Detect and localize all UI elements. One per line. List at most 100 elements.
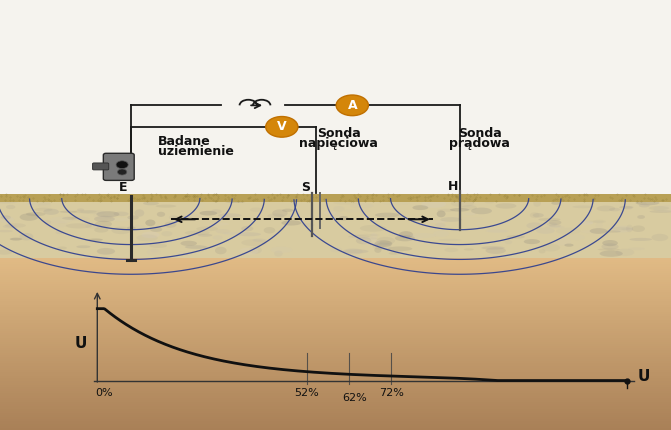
Text: 62%: 62% bbox=[342, 393, 367, 402]
Text: S: S bbox=[301, 181, 310, 194]
Ellipse shape bbox=[127, 227, 136, 230]
Ellipse shape bbox=[0, 230, 13, 232]
Text: U: U bbox=[74, 336, 87, 351]
Ellipse shape bbox=[180, 241, 197, 246]
Ellipse shape bbox=[635, 200, 660, 205]
Ellipse shape bbox=[613, 227, 631, 230]
Text: E: E bbox=[119, 181, 127, 194]
Bar bbox=[0, 361, 671, 363]
Ellipse shape bbox=[94, 227, 108, 233]
Ellipse shape bbox=[444, 248, 458, 252]
Ellipse shape bbox=[251, 248, 264, 254]
Bar bbox=[0, 307, 671, 310]
Ellipse shape bbox=[631, 225, 645, 232]
Ellipse shape bbox=[350, 203, 373, 209]
Ellipse shape bbox=[626, 224, 633, 232]
Ellipse shape bbox=[479, 242, 491, 244]
Ellipse shape bbox=[77, 209, 84, 211]
Ellipse shape bbox=[150, 227, 162, 232]
Ellipse shape bbox=[282, 209, 294, 212]
Ellipse shape bbox=[437, 210, 446, 217]
Ellipse shape bbox=[600, 250, 623, 257]
Ellipse shape bbox=[170, 216, 193, 220]
Ellipse shape bbox=[360, 225, 386, 232]
Bar bbox=[0, 391, 671, 393]
Ellipse shape bbox=[425, 221, 447, 223]
Text: A: A bbox=[348, 99, 357, 112]
Ellipse shape bbox=[481, 246, 505, 250]
Bar bbox=[0, 282, 671, 284]
Ellipse shape bbox=[646, 200, 661, 205]
Ellipse shape bbox=[624, 206, 633, 210]
Ellipse shape bbox=[150, 243, 167, 248]
Ellipse shape bbox=[372, 242, 391, 250]
Bar bbox=[0, 366, 671, 368]
Bar bbox=[0, 312, 671, 314]
Ellipse shape bbox=[211, 223, 229, 226]
Ellipse shape bbox=[301, 223, 315, 227]
Bar bbox=[0, 314, 671, 316]
Bar bbox=[0, 194, 671, 202]
Ellipse shape bbox=[134, 209, 144, 217]
Ellipse shape bbox=[554, 238, 571, 246]
Bar bbox=[0, 322, 671, 325]
Bar bbox=[0, 400, 671, 402]
Ellipse shape bbox=[250, 246, 262, 254]
Bar bbox=[0, 419, 671, 421]
Bar bbox=[0, 408, 671, 411]
Bar bbox=[0, 348, 671, 350]
Ellipse shape bbox=[356, 237, 377, 240]
Ellipse shape bbox=[5, 223, 26, 228]
Ellipse shape bbox=[547, 222, 558, 226]
Ellipse shape bbox=[156, 205, 176, 208]
Text: V: V bbox=[277, 120, 287, 133]
Bar bbox=[0, 389, 671, 391]
Ellipse shape bbox=[375, 212, 399, 218]
Text: uziemienie: uziemienie bbox=[158, 145, 234, 158]
Bar bbox=[0, 288, 671, 290]
Ellipse shape bbox=[136, 234, 158, 241]
Bar bbox=[0, 406, 671, 408]
Ellipse shape bbox=[157, 212, 165, 217]
Ellipse shape bbox=[556, 227, 580, 234]
Bar bbox=[0, 318, 671, 320]
Ellipse shape bbox=[198, 234, 212, 237]
Ellipse shape bbox=[399, 231, 413, 238]
Ellipse shape bbox=[410, 233, 436, 238]
Ellipse shape bbox=[348, 236, 372, 239]
Ellipse shape bbox=[388, 234, 415, 237]
Ellipse shape bbox=[421, 200, 446, 208]
Ellipse shape bbox=[597, 206, 615, 212]
Bar bbox=[0, 385, 671, 387]
Ellipse shape bbox=[609, 208, 621, 211]
Bar bbox=[0, 292, 671, 295]
Ellipse shape bbox=[471, 208, 492, 214]
Ellipse shape bbox=[549, 224, 561, 227]
Ellipse shape bbox=[539, 249, 546, 253]
Bar bbox=[0, 316, 671, 318]
Ellipse shape bbox=[564, 243, 574, 247]
Bar bbox=[0, 267, 671, 269]
Circle shape bbox=[117, 169, 127, 175]
Ellipse shape bbox=[45, 221, 68, 228]
Bar bbox=[0, 396, 671, 398]
Bar bbox=[0, 359, 671, 361]
Text: 0%: 0% bbox=[95, 388, 113, 398]
Text: Sonda: Sonda bbox=[317, 127, 361, 140]
Bar bbox=[0, 286, 671, 288]
Ellipse shape bbox=[628, 247, 645, 250]
Ellipse shape bbox=[272, 209, 288, 217]
Ellipse shape bbox=[213, 235, 223, 240]
Bar bbox=[0, 355, 671, 357]
Bar bbox=[0, 340, 671, 342]
Ellipse shape bbox=[19, 213, 38, 221]
Text: H: H bbox=[448, 181, 458, 194]
Ellipse shape bbox=[389, 252, 399, 255]
Ellipse shape bbox=[240, 248, 258, 255]
Ellipse shape bbox=[395, 235, 415, 241]
Ellipse shape bbox=[622, 228, 633, 230]
Ellipse shape bbox=[142, 232, 160, 238]
Ellipse shape bbox=[382, 201, 409, 205]
Bar bbox=[0, 260, 671, 262]
Text: Sonda: Sonda bbox=[458, 127, 502, 140]
